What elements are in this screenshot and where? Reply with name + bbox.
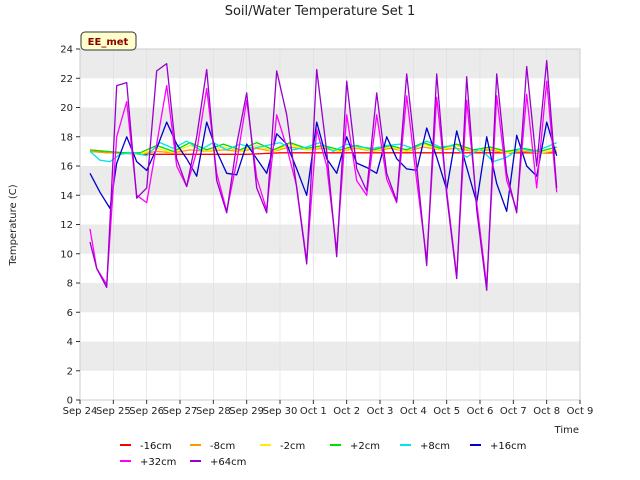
xtick-label-12: Oct 6 <box>467 406 494 417</box>
ytick-label-2: 2 <box>67 366 73 377</box>
legend-label--8cm: -8cm <box>210 441 235 452</box>
legend-label-+32cm: +32cm <box>140 457 176 468</box>
y-axis-label: Temperature (C) <box>8 184 19 266</box>
series-line--16cm <box>89 150 557 155</box>
legend-label--16cm: -16cm <box>140 441 172 452</box>
ytick-label-8: 8 <box>67 279 73 290</box>
ytick-label-16: 16 <box>60 162 73 173</box>
legend-label-+8cm: +8cm <box>420 441 450 452</box>
ytick-label-4: 4 <box>67 337 73 348</box>
legend: -16cm -8cm -2cm +2cm +8cm +16cm +32cm +64cm <box>120 441 526 468</box>
series-line-+16cm <box>89 121 558 212</box>
legend-label-+16cm: +16cm <box>490 441 526 452</box>
band-18 <box>80 107 580 137</box>
ytick-label-24: 24 <box>60 45 73 56</box>
band-6 <box>80 283 580 313</box>
xtick-label-9: Oct 3 <box>367 406 394 417</box>
xtick-label-1: Sep 25 <box>96 406 131 417</box>
legend-label-+64cm: +64cm <box>210 457 246 468</box>
station-badge: EE_met <box>80 31 137 51</box>
station-badge-text: EE_met <box>88 37 129 48</box>
ytick-label-20: 20 <box>60 103 73 114</box>
xtick-label-14: Oct 8 <box>533 406 560 417</box>
legend-label--2cm: -2cm <box>280 441 305 452</box>
xtick-label-10: Oct 4 <box>400 406 427 417</box>
series-lines <box>89 60 558 291</box>
xtick-label-13: Oct 7 <box>500 406 527 417</box>
ytick-label-22: 22 <box>60 74 73 85</box>
ytick-label-6: 6 <box>67 308 73 319</box>
band-2 <box>80 341 580 371</box>
series-line-+32cm <box>89 80 558 287</box>
background-bands <box>80 49 580 400</box>
chart-title: Soil/Water Temperature Set 1 <box>225 4 416 19</box>
ytick-label-14: 14 <box>60 191 73 202</box>
xtick-label-5: Sep 29 <box>229 406 264 417</box>
series-line-+64cm <box>89 60 558 291</box>
xtick-label-2: Sep 26 <box>129 406 164 417</box>
xtick-label-0: Sep 24 <box>63 406 98 417</box>
band-10 <box>80 224 580 254</box>
ytick-label-12: 12 <box>60 220 73 231</box>
xtick-label-8: Oct 2 <box>333 406 360 417</box>
xtick-label-4: Sep 28 <box>196 406 231 417</box>
xtick-label-3: Sep 27 <box>163 406 198 417</box>
xtick-label-7: Oct 1 <box>300 406 327 417</box>
xtick-label-15: Oct 9 <box>567 406 594 417</box>
xtick-label-6: Sep 30 <box>263 406 298 417</box>
legend-label-+2cm: +2cm <box>350 441 380 452</box>
xtick-label-11: Oct 5 <box>433 406 460 417</box>
x-axis-label: Time <box>554 425 579 436</box>
ytick-label-0: 0 <box>67 396 73 407</box>
station-badge-box <box>80 31 137 51</box>
ytick-label-18: 18 <box>60 132 73 143</box>
band-22 <box>80 49 580 79</box>
ytick-label-10: 10 <box>60 249 73 260</box>
